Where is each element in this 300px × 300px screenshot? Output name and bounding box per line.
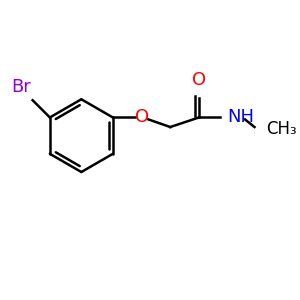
Text: Br: Br [11,78,31,96]
Text: NH: NH [228,109,255,127]
Text: O: O [192,71,206,89]
Text: CH₃: CH₃ [266,120,297,138]
Text: O: O [134,109,148,127]
